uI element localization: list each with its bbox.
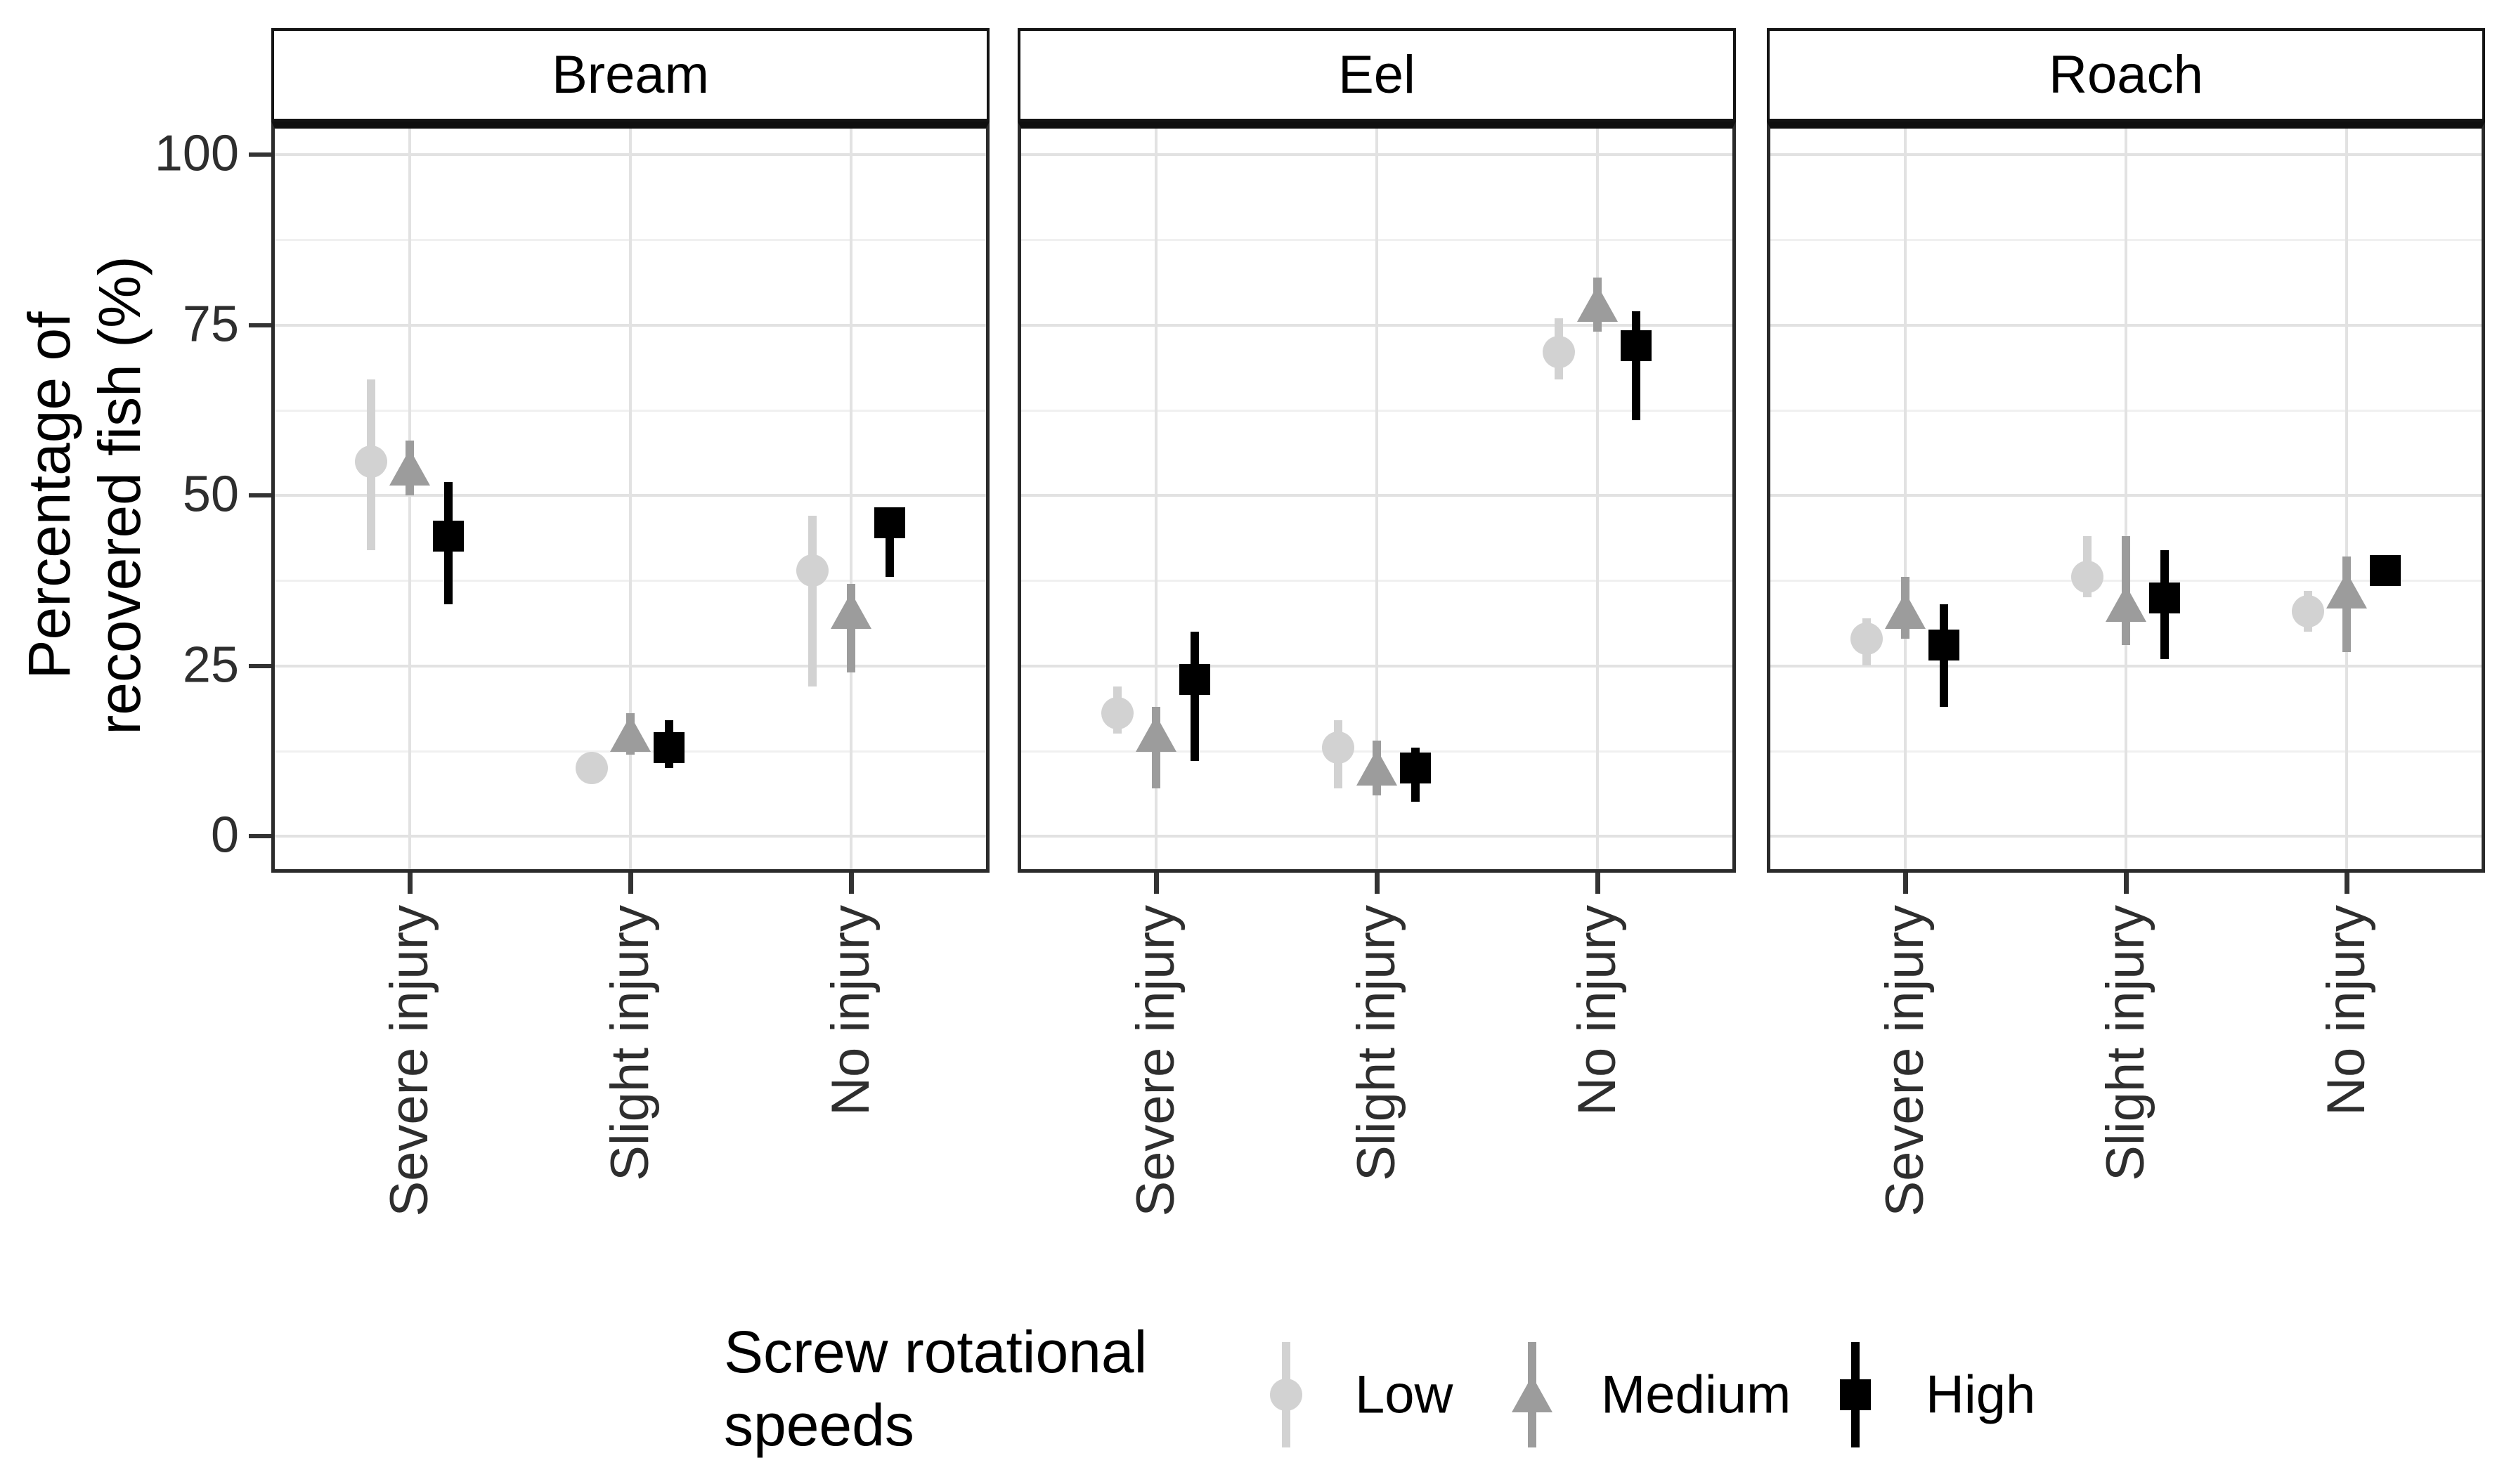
legend-label-medium: Medium <box>1601 1365 1791 1425</box>
marker-square-high <box>2149 582 2180 613</box>
error-bar-low <box>808 516 817 686</box>
y-axis-tick <box>249 663 271 668</box>
gridline-vertical <box>629 129 632 869</box>
gridline-vertical <box>1904 129 1907 869</box>
x-axis-tick <box>1595 873 1600 894</box>
x-axis-tick <box>628 873 633 894</box>
legend-title-line1: Screw rotational <box>724 1319 1148 1385</box>
marker-triangle-medium <box>1576 285 1618 323</box>
legend-key-triangle-medium <box>1512 1376 1552 1412</box>
marker-triangle-medium <box>1136 715 1177 752</box>
marker-square-high <box>433 521 465 552</box>
x-axis-label: Slight injury <box>2096 905 2155 1181</box>
marker-circle-low <box>1322 731 1354 764</box>
x-axis-label: No injury <box>1567 905 1627 1116</box>
legend-key-square-high <box>1840 1379 1871 1410</box>
marker-circle-low <box>1850 622 1883 655</box>
x-axis-label: Severe injury <box>380 905 440 1217</box>
y-axis-tick-label: 75 <box>182 295 239 352</box>
marker-triangle-medium <box>389 449 431 486</box>
marker-square-high <box>654 731 685 763</box>
legend-label-high: High <box>1926 1365 2036 1425</box>
gridline-vertical <box>1595 129 1599 869</box>
marker-square-high <box>874 507 905 538</box>
x-axis-label: Slight injury <box>1347 905 1406 1181</box>
x-axis-label: No injury <box>2316 905 2376 1116</box>
y-axis-title-line1: Percentage of <box>16 311 82 679</box>
marker-square-high <box>2369 554 2401 586</box>
facet-panel-bream <box>271 122 990 873</box>
error-bar-high <box>1631 311 1640 421</box>
gridline-vertical <box>1375 129 1378 869</box>
marker-triangle-medium <box>2106 585 2146 623</box>
marker-triangle-medium <box>830 592 871 629</box>
marker-square-high <box>1620 330 1652 361</box>
facet-panel-roach <box>1767 122 2485 873</box>
gridline-vertical <box>408 129 412 869</box>
legend-key-circle-low <box>1270 1379 1302 1411</box>
marker-circle-low <box>796 554 829 587</box>
x-axis-label: No injury <box>820 905 881 1116</box>
facet-strip-label: Roach <box>2049 45 2203 105</box>
marker-triangle-medium <box>2326 571 2367 608</box>
marker-triangle-medium <box>1356 749 1397 786</box>
legend-title: Screw rotational speeds <box>724 1315 1147 1462</box>
facet-strip-roach: Roach <box>1767 28 2485 122</box>
y-axis-tick-label: 50 <box>182 466 239 523</box>
x-axis-tick <box>408 873 413 894</box>
x-axis-label: Slight injury <box>600 905 660 1181</box>
y-axis-title-line2: recovered fish (%) <box>86 256 153 735</box>
marker-square-high <box>1928 630 1960 661</box>
facet-strip-label: Eel <box>1338 45 1415 105</box>
y-axis-tick <box>249 834 271 838</box>
x-axis-tick <box>2124 873 2129 894</box>
y-axis-tick <box>249 493 271 497</box>
y-axis-tick <box>249 323 271 327</box>
facet-panel-eel <box>1018 122 1736 873</box>
marker-circle-low <box>1101 697 1134 730</box>
y-axis-tick-label: 100 <box>154 125 239 182</box>
gridline-vertical <box>2345 129 2348 869</box>
x-axis-tick <box>1375 873 1380 894</box>
marker-circle-low <box>355 445 388 478</box>
x-axis-tick <box>1154 873 1160 894</box>
marker-circle-low <box>2071 561 2103 594</box>
gridline-vertical <box>2125 129 2127 869</box>
x-axis-label: Severe injury <box>1126 905 1186 1217</box>
y-axis-tick-label: 0 <box>210 807 239 864</box>
marker-triangle-medium <box>610 715 651 752</box>
legend-label-low: Low <box>1355 1365 1453 1425</box>
x-axis-tick <box>1903 873 1909 894</box>
legend-title-line2: speeds <box>724 1392 914 1458</box>
marker-circle-low <box>576 752 608 784</box>
gridline-vertical <box>1155 129 1158 869</box>
gridline-vertical <box>849 129 852 869</box>
y-axis-title: Percentage of recovered fish (%) <box>14 256 155 735</box>
marker-triangle-medium <box>1885 592 1926 629</box>
facet-strip-eel: Eel <box>1018 28 1736 122</box>
marker-square-high <box>1179 663 1211 695</box>
x-axis-tick <box>2344 873 2349 894</box>
marker-square-high <box>1400 753 1431 783</box>
facet-strip-label: Bream <box>552 45 709 105</box>
y-axis-tick <box>249 152 271 157</box>
y-axis-tick-label: 25 <box>182 636 239 693</box>
error-bar-high <box>1191 632 1200 762</box>
x-axis-label: Severe injury <box>1875 905 1935 1217</box>
x-axis-tick <box>848 873 854 894</box>
marker-circle-low <box>1542 336 1575 369</box>
marker-circle-low <box>2291 594 2324 627</box>
facet-strip-bream: Bream <box>271 28 990 122</box>
